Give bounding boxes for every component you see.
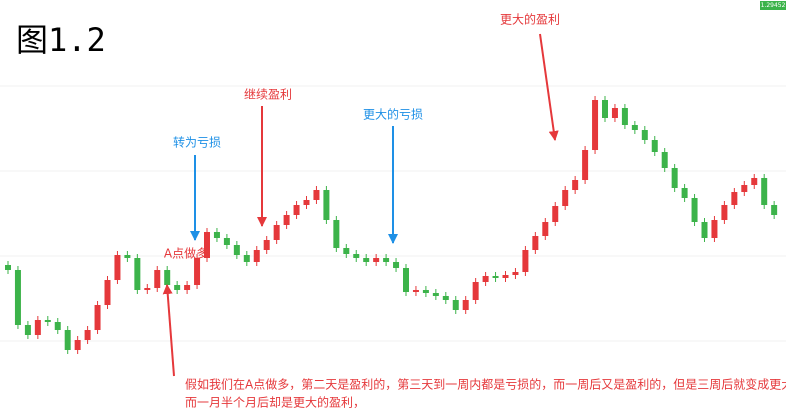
candle-body [343, 248, 350, 254]
candle-body [671, 168, 678, 188]
candle-body [641, 130, 648, 140]
candle-body [532, 236, 539, 250]
candle-body [592, 100, 599, 150]
candle-body [482, 276, 489, 282]
candle-body [701, 222, 708, 238]
candle-body [44, 320, 51, 322]
candle-body [572, 180, 579, 190]
candle-body [124, 255, 131, 258]
candle-body [24, 325, 31, 335]
annotation: A点做多 [164, 246, 208, 261]
candle-body [363, 258, 370, 262]
candle-body [84, 330, 91, 340]
candle-body [34, 320, 41, 335]
candle-body [691, 198, 698, 222]
candle-body [184, 285, 191, 290]
candle-body [412, 290, 419, 292]
candle-body [204, 232, 210, 258]
candle-body [582, 150, 589, 180]
candle-body [542, 222, 549, 236]
grid [0, 85, 786, 342]
candle-body [243, 255, 250, 262]
price-tag: 1.29452 [761, 2, 786, 9]
candle-body [741, 185, 748, 192]
candle-body [54, 322, 61, 330]
annotation: 转为亏损 [173, 135, 221, 150]
candle-body [283, 215, 290, 225]
arrows [162, 33, 559, 377]
candle-body [432, 293, 439, 296]
candles [5, 96, 778, 354]
note: 假如我们在A点做多，第二天是盈利的，第三天到一周内都是亏损的，而一周后又是盈利的… [185, 377, 786, 392]
candle-body [223, 238, 230, 245]
candle-body [462, 300, 469, 310]
candle-body [611, 108, 618, 118]
candle-body [293, 205, 300, 215]
candle-body [134, 258, 141, 290]
candle-body [94, 305, 101, 330]
candle-body [711, 220, 718, 238]
chart-title: 图1.2 [16, 21, 106, 59]
candle-body [104, 280, 111, 305]
candle-body [64, 330, 71, 350]
candle-body [154, 270, 161, 288]
candle-body [333, 220, 340, 248]
candle-body [771, 205, 778, 215]
candle-body [353, 254, 360, 258]
candle-body [721, 205, 728, 220]
candle-body [233, 245, 240, 255]
candle-body [761, 178, 768, 205]
annotation: 更大的盈利 [500, 12, 560, 27]
candle-body [74, 340, 81, 350]
candle-body [253, 250, 260, 262]
annotation: 更大的亏损 [363, 107, 423, 122]
candle-body [373, 258, 380, 262]
candle-body [621, 108, 628, 125]
annotation: 继续盈利 [244, 88, 292, 102]
candle-body [681, 188, 688, 198]
candle-body [522, 250, 529, 272]
candle-body [403, 268, 409, 292]
candle-body [174, 285, 181, 290]
candle-body [731, 192, 738, 205]
candle-body [512, 272, 519, 275]
candle-body [263, 240, 270, 250]
candle-body [323, 190, 330, 220]
candle-body [14, 270, 21, 325]
candle-body [114, 255, 121, 280]
candle-body [213, 232, 220, 238]
candle-body [651, 140, 658, 152]
candle-body [631, 125, 638, 130]
candle-body [552, 206, 559, 222]
candle-body [313, 190, 320, 200]
candle-body [562, 190, 569, 206]
note: 而一月半个月后却是更大的盈利， [185, 395, 365, 410]
price-tag-box [760, 1, 786, 10]
candle-body [452, 300, 459, 310]
candle-body [303, 200, 310, 205]
candle-body [602, 100, 608, 118]
candle-body [5, 265, 11, 270]
candle-body [393, 262, 400, 268]
candle-body [273, 225, 280, 240]
candle-body [144, 288, 151, 290]
candle-body [472, 282, 479, 300]
annotations: 更大的盈利 继续盈利 更大的亏损 转为亏损 A点做多 假如我们在A点做多，第二天… [164, 12, 786, 410]
candle-body [502, 275, 509, 278]
candle-body [492, 276, 499, 278]
candle-body [661, 152, 668, 168]
candle-body [383, 258, 390, 262]
candle-body [751, 178, 758, 185]
candle-body [194, 258, 201, 285]
candle-body [422, 290, 429, 293]
candle-body [442, 296, 449, 300]
candle-body [164, 270, 171, 285]
